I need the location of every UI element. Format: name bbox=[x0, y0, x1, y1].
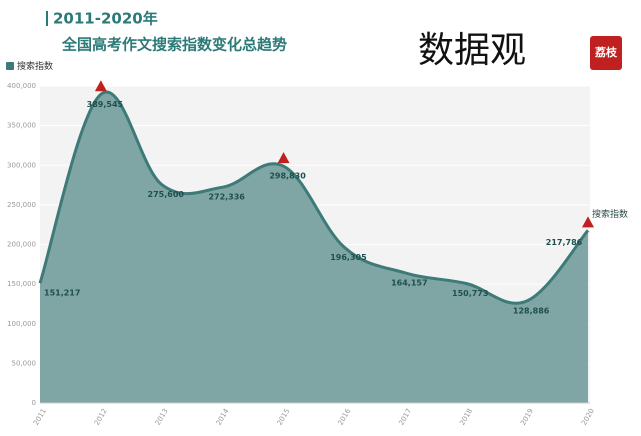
value-label: 272,336 bbox=[208, 193, 245, 202]
mark-point bbox=[94, 80, 107, 92]
x-tick-label: 2016 bbox=[337, 407, 353, 427]
mark-point bbox=[582, 216, 594, 228]
area bbox=[40, 92, 588, 403]
y-tick-label: 350,000 bbox=[7, 122, 36, 130]
x-tick-label: 2015 bbox=[276, 407, 292, 426]
legend-swatch bbox=[6, 62, 14, 70]
x-tick-label: 2017 bbox=[397, 407, 413, 426]
x-tick-label: 2011 bbox=[32, 407, 48, 426]
mark-point bbox=[277, 152, 290, 164]
line bbox=[38, 90, 590, 305]
y-tick-label: 0 bbox=[32, 399, 36, 407]
logo-text: 数据观 bbox=[418, 30, 526, 71]
value-label: 275,600 bbox=[148, 190, 185, 199]
logo-badge bbox=[590, 36, 622, 70]
value-label: 389,545 bbox=[87, 100, 124, 109]
title-bar bbox=[46, 11, 48, 26]
value-label: 151,217 bbox=[44, 289, 80, 298]
x-tick-label: 2012 bbox=[93, 407, 109, 426]
x-tick-label: 2018 bbox=[458, 407, 474, 426]
x-tick-label: 2020 bbox=[580, 407, 596, 426]
x-tick-label: 2013 bbox=[154, 407, 170, 426]
logo-badge-text: 荔枝 bbox=[594, 45, 618, 59]
value-label: 128,886 bbox=[513, 306, 550, 315]
value-label: 150,773 bbox=[452, 289, 488, 298]
y-tick-label: 300,000 bbox=[7, 161, 36, 169]
chart-title: 2011-2020年 bbox=[53, 10, 158, 28]
y-tick-label: 200,000 bbox=[7, 241, 36, 249]
chart-subtitle: 全国高考作文搜索指数变化总趋势 bbox=[61, 36, 287, 54]
y-tick-label: 400,000 bbox=[7, 82, 36, 90]
x-tick-label: 2014 bbox=[215, 407, 231, 427]
y-tick-label: 100,000 bbox=[7, 320, 36, 328]
legend-label: 搜索指数 bbox=[17, 60, 53, 72]
y-tick-label: 50,000 bbox=[12, 359, 37, 367]
y-tick-label: 150,000 bbox=[7, 280, 36, 288]
value-label: 164,157 bbox=[391, 278, 427, 287]
value-label: 217,786 bbox=[546, 238, 583, 247]
value-label: 196,305 bbox=[330, 253, 367, 262]
value-label: 298,830 bbox=[269, 172, 306, 181]
x-tick-label: 2019 bbox=[519, 407, 535, 426]
y-tick-label: 250,000 bbox=[7, 201, 36, 209]
series-end-label: 搜索指数 bbox=[592, 208, 628, 220]
